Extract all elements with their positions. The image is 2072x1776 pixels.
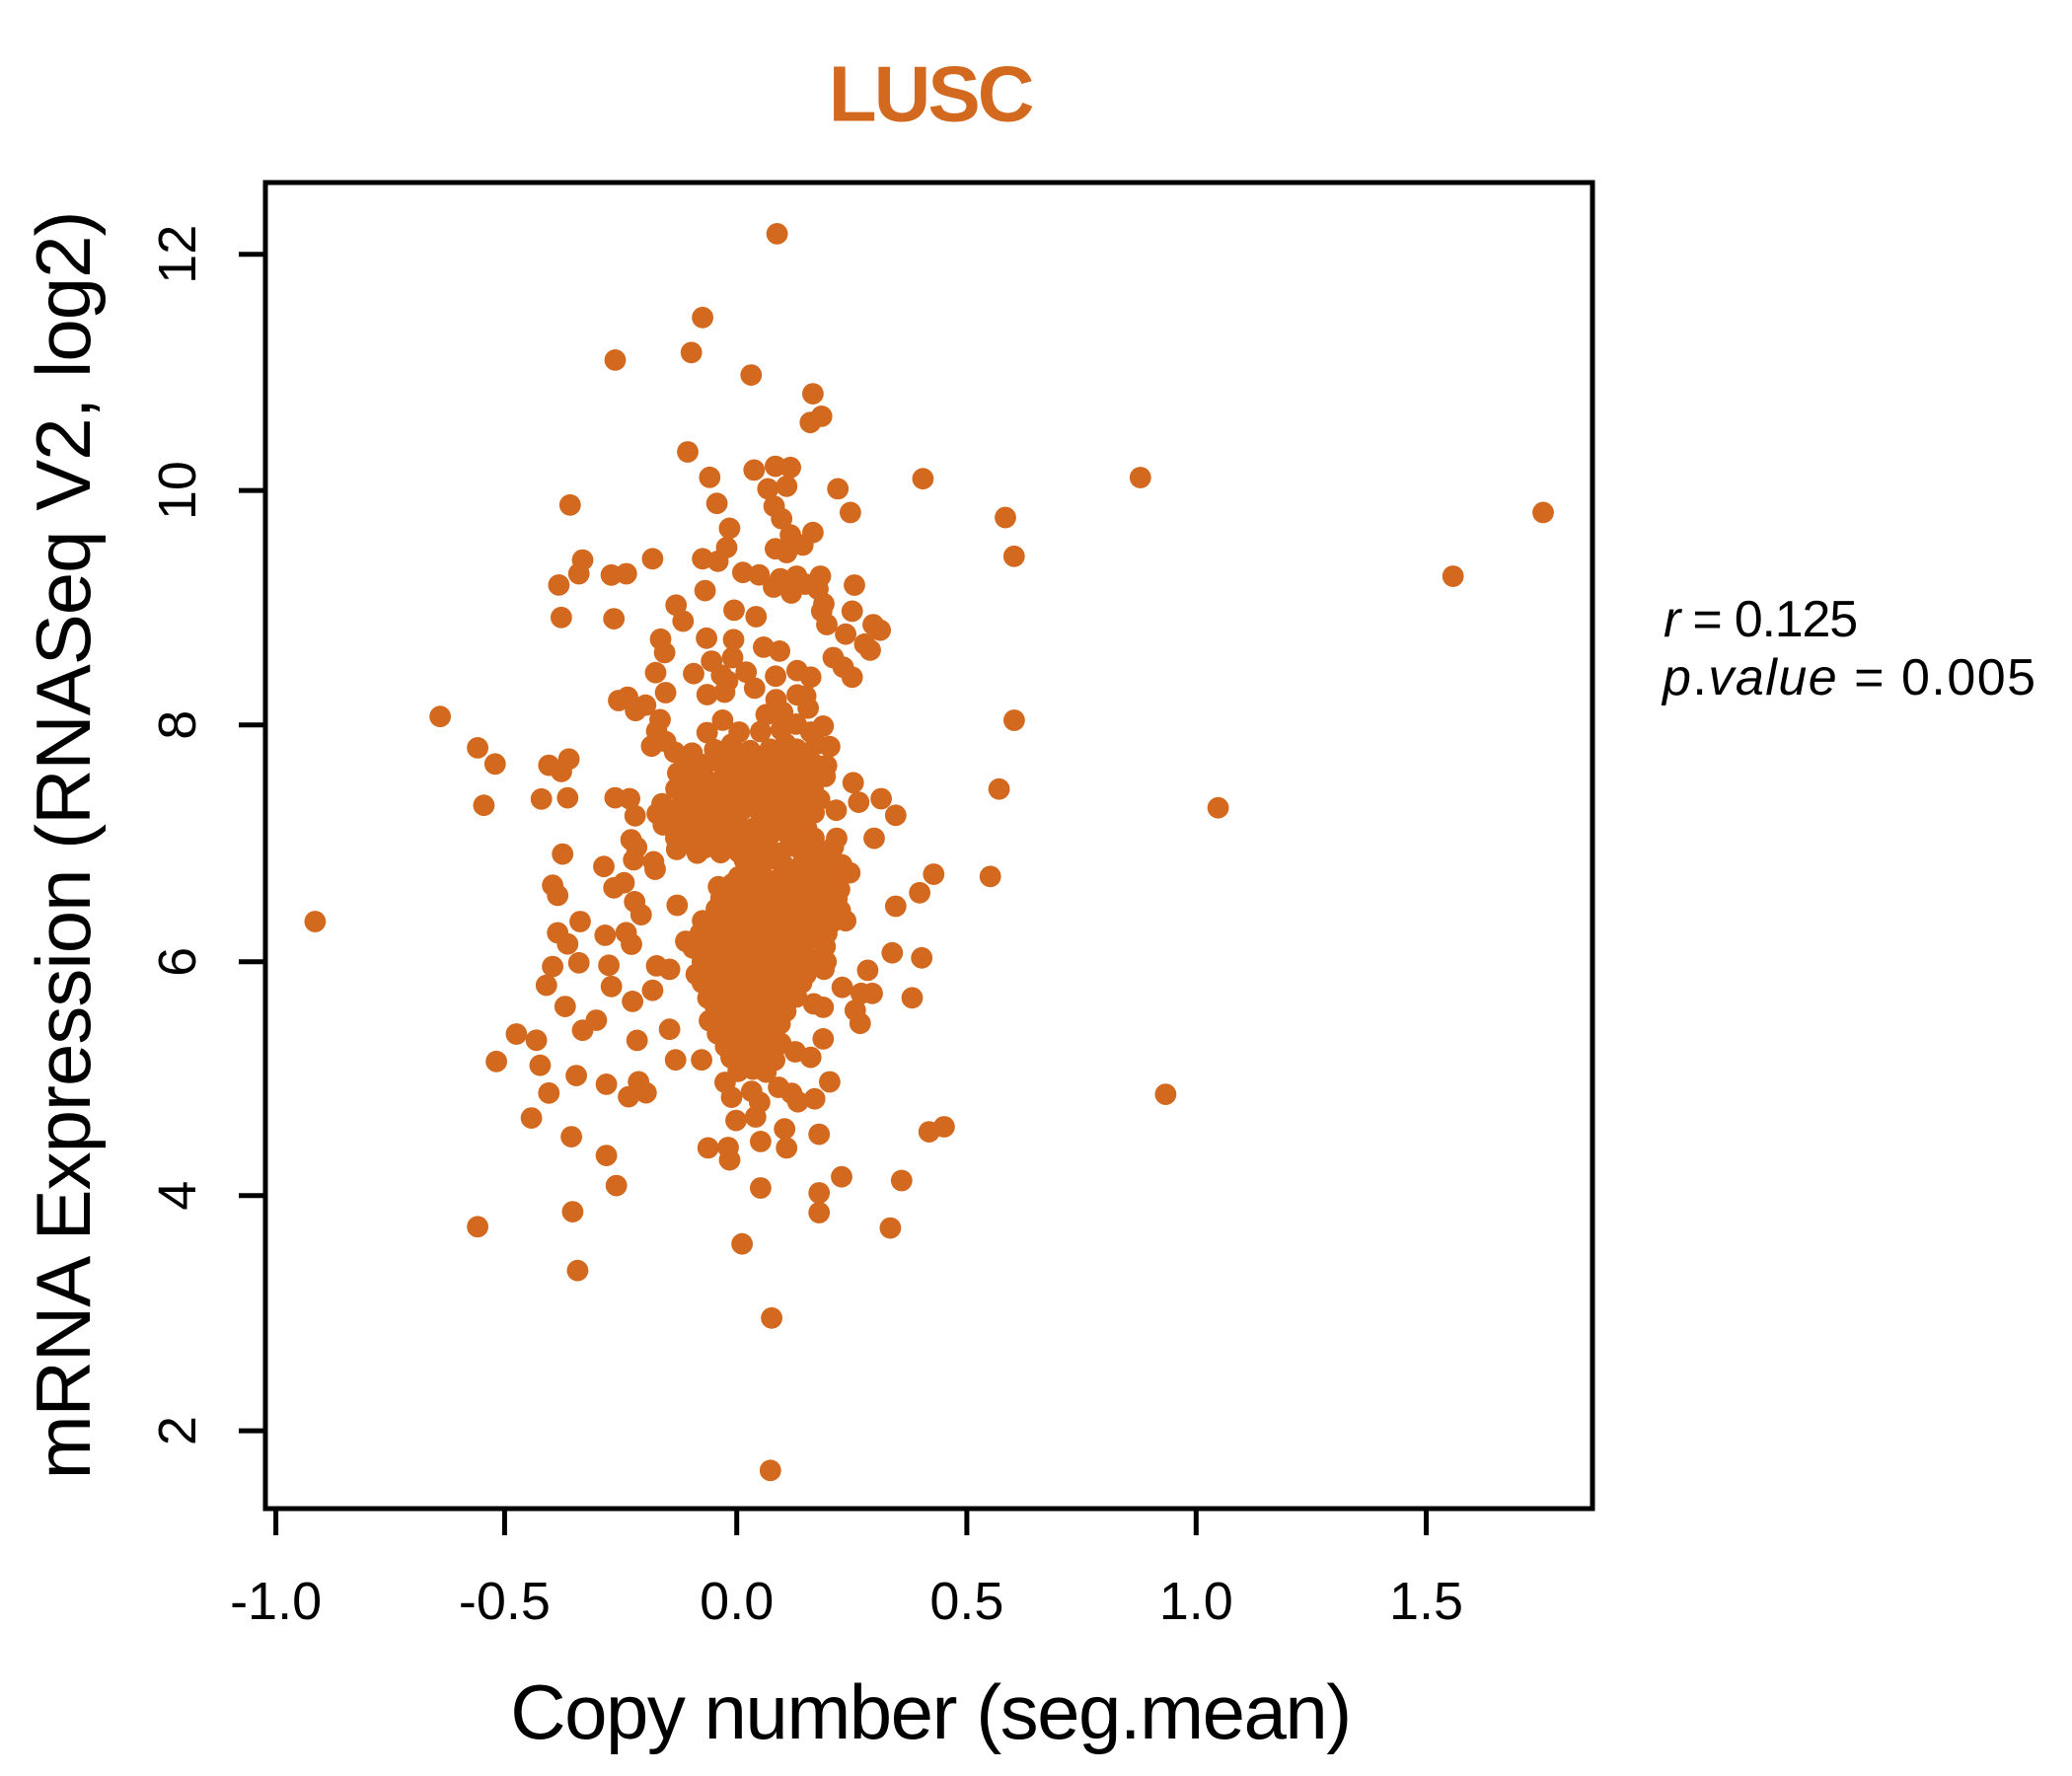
svg-text:8: 8	[148, 710, 207, 740]
svg-text:12: 12	[148, 225, 207, 284]
svg-text:r = 0.125: r = 0.125	[1664, 591, 1857, 648]
svg-text:p.value = 0.005: p.value = 0.005	[1661, 649, 2037, 706]
svg-text:LUSC: LUSC	[829, 50, 1033, 138]
svg-text:0.5: 0.5	[929, 1572, 1003, 1631]
svg-text:0.0: 0.0	[700, 1572, 774, 1631]
svg-text:-0.5: -0.5	[459, 1572, 551, 1631]
svg-text:4: 4	[148, 1181, 207, 1211]
svg-text:-1.0: -1.0	[230, 1572, 322, 1631]
svg-text:2: 2	[148, 1416, 207, 1445]
svg-text:6: 6	[148, 947, 207, 977]
svg-text:1.5: 1.5	[1389, 1572, 1463, 1631]
svg-text:1.0: 1.0	[1159, 1572, 1233, 1631]
svg-text:mRNA Expression (RNASeq V2, lo: mRNA Expression (RNASeq V2, log2)	[20, 212, 107, 1480]
svg-text:10: 10	[148, 461, 207, 520]
svg-text:Copy number (seg.mean): Copy number (seg.mean)	[510, 1668, 1350, 1755]
